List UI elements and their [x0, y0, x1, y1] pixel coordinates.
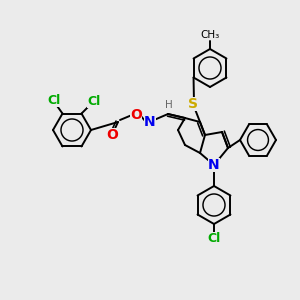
Text: Cl: Cl — [48, 94, 61, 107]
Text: H: H — [165, 100, 173, 110]
Text: CH₃: CH₃ — [200, 30, 220, 40]
Text: N: N — [208, 158, 220, 172]
Text: S: S — [188, 97, 198, 111]
Text: O: O — [106, 128, 118, 142]
Text: Cl: Cl — [207, 232, 220, 244]
Text: Cl: Cl — [87, 95, 100, 108]
Text: O: O — [130, 108, 142, 122]
Text: N: N — [144, 115, 156, 129]
